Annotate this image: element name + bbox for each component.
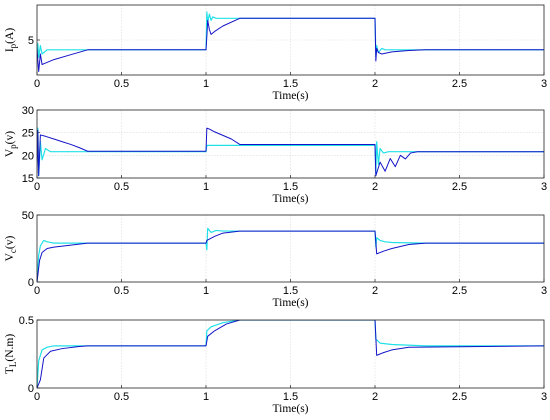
y-tick-label: 30 [22,105,34,117]
x-tick-label: 0.5 [114,285,129,297]
x-tick-label: 1.5 [283,78,298,90]
x-tick-label: 1.5 [283,391,298,403]
x-tick-label: 1 [203,285,209,297]
series-line-2 [37,320,544,388]
series-line-2 [37,17,544,72]
y-tick-label: 0 [28,277,34,289]
x-tick-label: 1 [203,181,209,193]
y-tick-label: 0.5 [19,315,34,327]
plot-frame [36,319,545,389]
y-tick-label: 0 [28,383,34,395]
x-axis-title: Time(s) [273,90,309,102]
plot-frame [36,109,545,179]
y-tick-label: 5 [28,35,34,47]
x-tick-label: 2.5 [452,391,467,403]
x-axis-title: Time(s) [273,403,309,415]
x-tick-label: 2 [372,78,378,90]
series-line-1 [37,11,544,59]
x-tick-label: 0.5 [114,181,129,193]
x-tick-label: 3 [541,78,547,90]
x-tick-label: 1.5 [283,181,298,193]
x-tick-label: 0 [34,181,40,193]
series-line-1 [37,227,544,282]
x-tick-label: 2 [372,391,378,403]
x-tick-label: 2.5 [452,285,467,297]
series-line-1 [37,127,544,177]
plot-frame [36,4,545,76]
chart-panel-3: 0 0.5 1 1.5 2 2.5 3 0 50 Time(s) Vc(v) [4,210,547,309]
chart-panel-2: 0 0.5 1 1.5 2 2.5 3 15 20 25 30 Time(s) Vp(v) [4,105,547,205]
y-tick-label: 25 [22,128,34,140]
series-line-1 [37,320,544,388]
x-tick-label: 2 [372,181,378,193]
x-tick-label: 3 [541,181,547,193]
series-line-2 [37,127,544,177]
x-tick-label: 1.5 [283,285,298,297]
series-line-2 [37,230,544,282]
x-tick-label: 0 [34,78,40,90]
y-axis-title: Vp(v) [4,131,18,157]
x-tick-label: 1 [203,391,209,403]
x-tick-label: 2.5 [452,181,467,193]
x-tick-label: 3 [541,285,547,297]
x-tick-label: 0.5 [114,391,129,403]
y-axis-title: Vc(v) [4,235,18,261]
x-tick-label: 0 [34,391,40,403]
x-axis-title: Time(s) [273,297,309,309]
x-tick-label: 0.5 [114,78,129,90]
y-axis-title: Ip(A) [4,28,18,52]
chart-panel-4: 0 0.5 1 1.5 2 2.5 3 0 0.5 Time(s) TL(N.m) [4,315,547,415]
chart-panel-1: 0 0.5 1 1.5 2 2.5 3 5 Time(s) Ip(A) [4,4,547,102]
x-tick-label: 2.5 [452,78,467,90]
plot-frame [36,214,545,283]
x-tick-label: 0 [34,285,40,297]
y-tick-label: 15 [22,173,34,185]
x-tick-label: 3 [541,391,547,403]
y-tick-label: 50 [22,210,34,222]
y-tick-label: 20 [22,150,34,162]
x-axis-title: Time(s) [273,193,309,205]
x-tick-label: 2 [372,285,378,297]
y-axis-title: TL(N.m) [4,334,18,374]
x-tick-label: 1 [203,78,209,90]
